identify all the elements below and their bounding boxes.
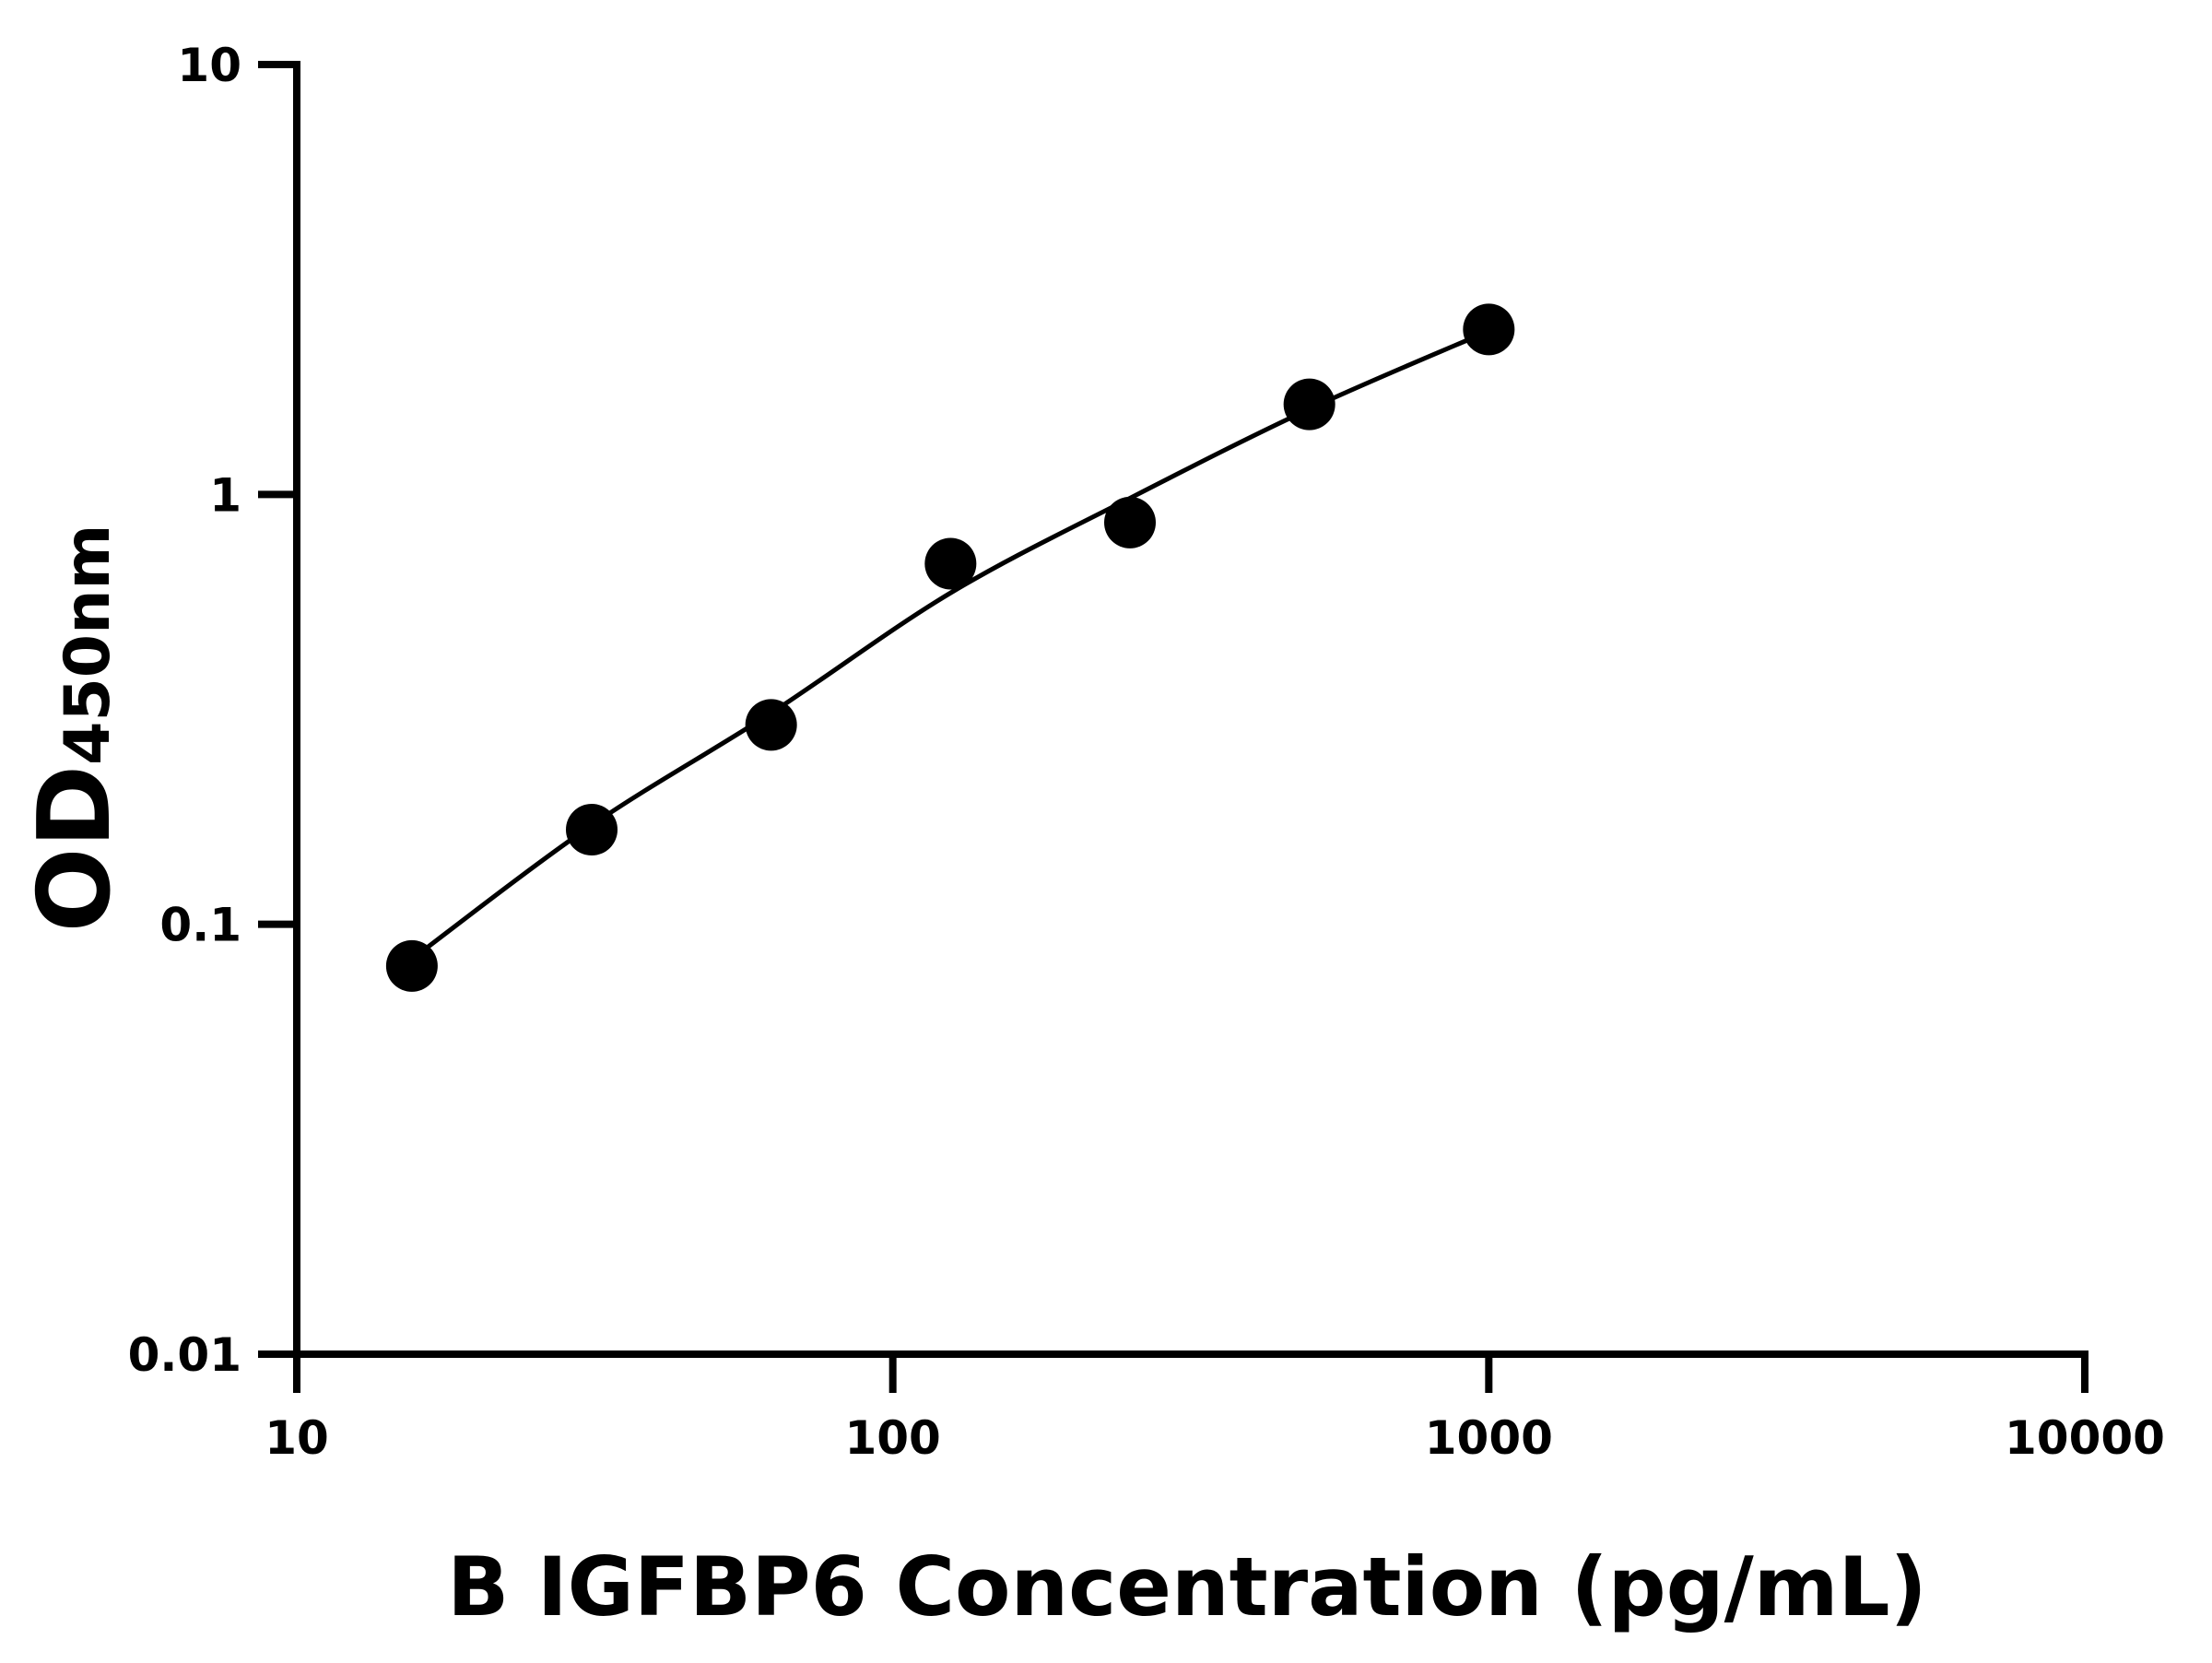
fit-curve [410, 328, 1490, 961]
x-tick-label: 1000 [1425, 1411, 1553, 1465]
y-tick-label: 10 [177, 39, 241, 92]
data-point [1104, 496, 1157, 548]
y-tick-label: 0.01 [128, 1328, 241, 1382]
data-point [924, 537, 977, 590]
data-point [1463, 303, 1515, 356]
y-axis-label-sub: 450nm [52, 525, 124, 765]
y-tick-label: 1 [209, 468, 241, 522]
y-axis-label: OD450nm [18, 525, 133, 933]
x-axis-label: B IGFBP6 Concentration (pg/mL) [447, 1539, 1927, 1634]
data-point [385, 939, 438, 992]
data-point [745, 699, 797, 751]
y-tick-label: 0.1 [159, 899, 241, 952]
x-tick-label: 10 [265, 1411, 329, 1465]
data-point [1283, 378, 1335, 430]
x-tick-label: 100 [844, 1411, 940, 1465]
x-tick-label: 10000 [2005, 1411, 2165, 1465]
data-point [566, 804, 618, 856]
y-axis-label-main: OD [18, 765, 133, 932]
